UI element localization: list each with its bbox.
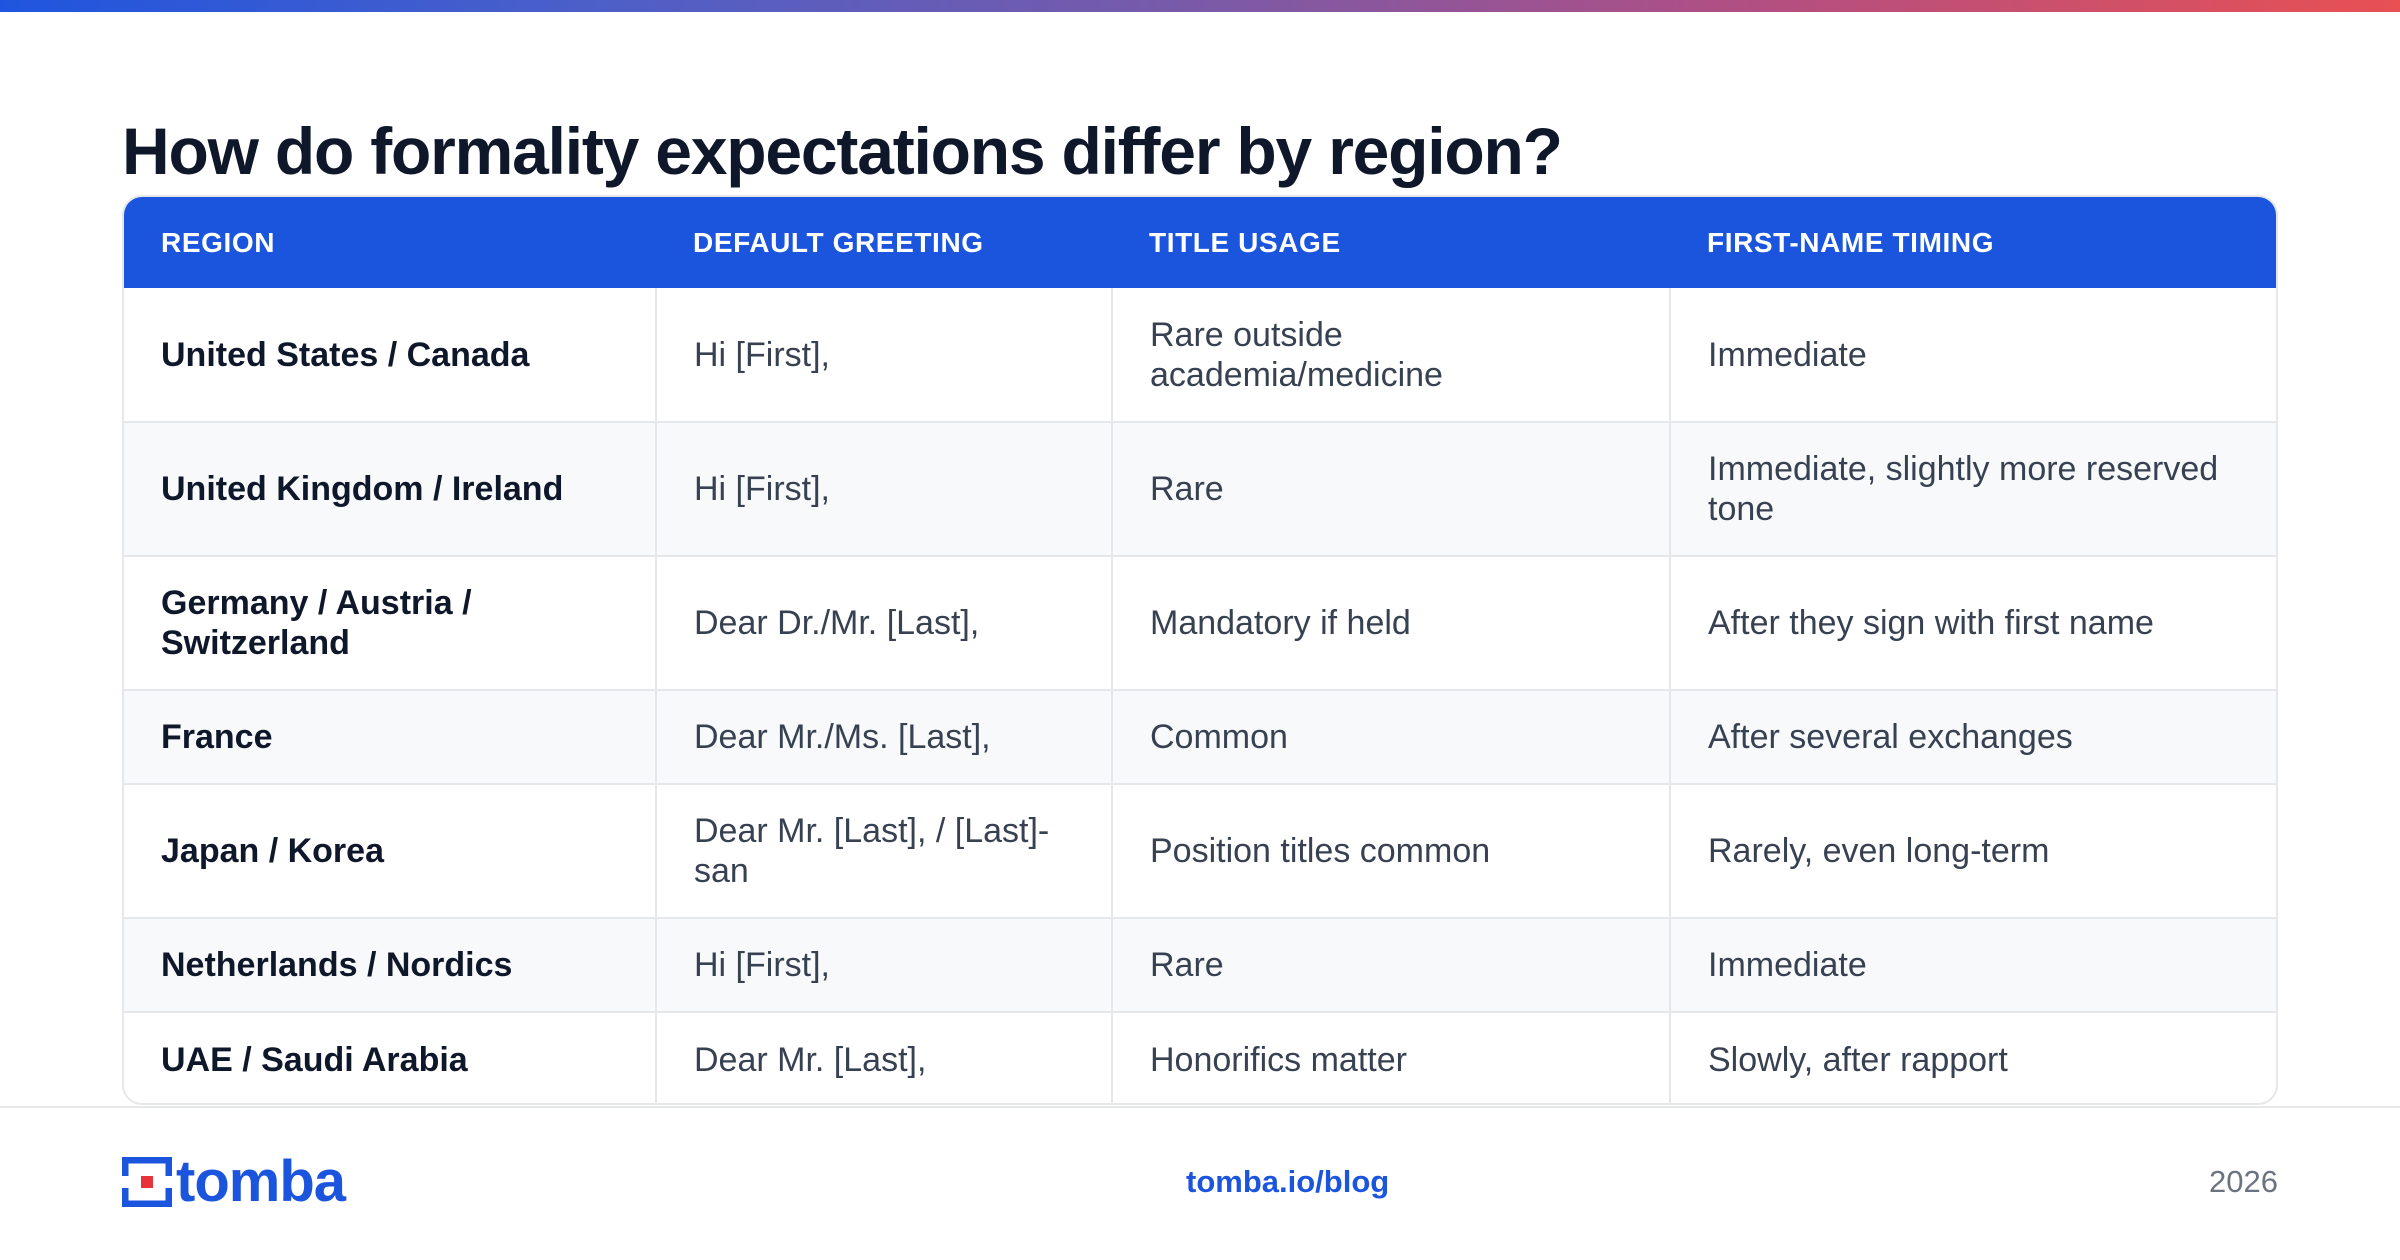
table-row: Netherlands / Nordics Hi [First], Rare I… [124,917,2276,1012]
table-row: UAE / Saudi Arabia Dear Mr. [Last], Hono… [124,1011,2276,1103]
cell-title-usage: Rare [1112,917,1671,1012]
blog-link[interactable]: tomba.io/blog [1186,1164,1390,1199]
header-region: REGION [161,226,276,258]
table-row: Germany / Austria / Switzerland Dear Dr.… [124,555,2276,690]
table: REGION DEFAULT GREETING TITLE USAGE FIRS… [124,197,2276,1103]
cell-title-usage: Honorifics matter [1112,1011,1671,1103]
tomba-logo-icon [121,1156,173,1208]
cell-region: Germany / Austria / Switzerland [124,555,657,690]
page-title: How do formality expectations differ by … [122,114,1563,188]
cell-first-name-timing: Immediate [1708,335,1867,374]
cell-first-name-timing: After they sign with first name [1670,555,2276,690]
cell-first-name-timing: Rarely, even long-term [1670,783,2276,918]
cell-region: United Kingdom / Ireland [124,421,657,556]
cell-region: France [124,689,657,784]
cell-region: UAE / Saudi Arabia [124,1011,657,1103]
cell-title-usage: Common [1112,689,1671,784]
cell-greeting: Dear Mr./Ms. [Last], [656,689,1113,784]
cell-title-usage: Rare outside academia/medicine [1112,288,1671,422]
table-body: United States / Canada Hi [First], Rare … [124,288,2276,1103]
table-row: United States / Canada Hi [First], Rare … [124,288,2276,422]
cell-title-usage: Mandatory if held [1112,555,1671,690]
cell-first-name-timing: Slowly, after rapport [1670,1011,2276,1103]
cell-greeting: Hi [First], [656,917,1113,1012]
cell-greeting: Hi [First], [656,288,1113,422]
footer-divider [0,1106,2400,1108]
top-gradient-bar [0,0,2400,12]
cell-region: United States / Canada [124,288,657,422]
cell-greeting: Dear Dr./Mr. [Last], [656,555,1113,690]
header-default-greeting: DEFAULT GREETING [693,226,984,258]
cell-title-usage: Rare [1112,421,1671,556]
cell-region: Netherlands / Nordics [124,917,657,1012]
cell-greeting: Dear Mr. [Last], [656,1011,1113,1103]
cell-greeting: Dear Mr. [Last], / [Last]-san [656,783,1113,918]
footer-year: 2026 [2209,1164,2278,1199]
cell-first-name-timing: Immediate, slightly more reserved tone [1670,421,2276,556]
cell-first-name-timing: After several exchanges [1670,689,2276,784]
cell-region: Japan / Korea [124,783,657,918]
formality-table: REGION DEFAULT GREETING TITLE USAGE FIRS… [122,195,2278,1105]
table-row: United Kingdom / Ireland Hi [First], Rar… [124,421,2276,556]
cell-greeting: Hi [First], [656,421,1113,556]
table-row: Japan / Korea Dear Mr. [Last], / [Last]-… [124,783,2276,918]
cell-first-name-timing: Immediate [1670,917,2276,1012]
table-row: France Dear Mr./Ms. [Last], Common After… [124,689,2276,784]
tomba-logo[interactable]: tomba [121,1149,346,1214]
cell-title-usage: Position titles common [1112,783,1671,918]
logo-wordmark: tomba [176,1149,346,1214]
header-row: REGION DEFAULT GREETING TITLE USAGE FIRS… [124,197,2276,288]
table-header: REGION DEFAULT GREETING TITLE USAGE FIRS… [124,197,2276,288]
header-title-usage: TITLE USAGE [1149,226,1341,258]
header-first-name-timing: FIRST-NAME TIMING [1707,226,1995,258]
